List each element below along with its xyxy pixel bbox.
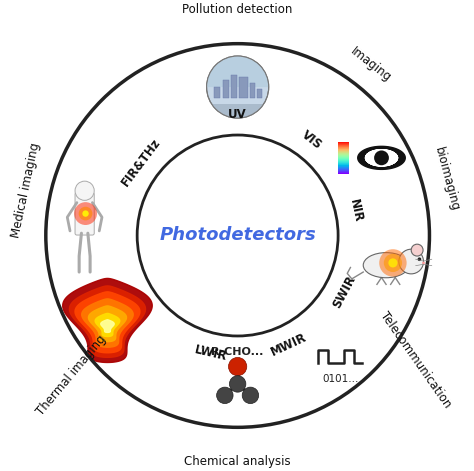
Text: bioimaging: bioimaging [432,146,462,213]
Ellipse shape [363,252,409,278]
Circle shape [399,249,424,274]
Circle shape [388,258,398,268]
Text: Medical imaging: Medical imaging [9,142,42,239]
Text: LWIR: LWIR [193,343,228,364]
Text: NIR: NIR [347,197,365,223]
Ellipse shape [364,148,399,168]
FancyBboxPatch shape [75,193,94,235]
Text: UV: UV [228,108,247,121]
Circle shape [79,207,92,220]
Text: R-CHO...: R-CHO... [211,347,264,357]
Text: MWIR: MWIR [269,331,309,359]
Polygon shape [82,299,133,347]
Polygon shape [95,313,120,336]
Text: 0101...: 0101... [322,374,359,384]
Circle shape [384,254,402,272]
Circle shape [379,249,407,276]
Bar [249,83,255,98]
Bar [207,104,269,118]
Bar [223,80,229,98]
Circle shape [418,258,421,261]
Text: Telecommunication: Telecommunication [377,309,454,411]
Text: VIS: VIS [300,128,325,152]
Wedge shape [207,56,269,87]
Polygon shape [75,292,140,353]
Text: SWIR: SWIR [330,274,358,311]
Polygon shape [69,286,146,357]
Text: Chemical analysis: Chemical analysis [184,455,291,468]
Circle shape [82,211,89,217]
Circle shape [411,244,423,256]
Circle shape [422,261,425,264]
Polygon shape [89,306,127,341]
Circle shape [217,387,233,404]
Circle shape [137,135,338,336]
Text: Imaging: Imaging [348,45,394,84]
Circle shape [75,181,94,200]
Text: Thermal imaging: Thermal imaging [34,332,109,418]
Polygon shape [101,320,114,333]
Circle shape [374,150,389,165]
Circle shape [74,202,97,225]
Bar [231,75,237,98]
Circle shape [46,44,429,427]
Circle shape [228,357,247,376]
Text: Pollution detection: Pollution detection [182,3,293,16]
Polygon shape [63,278,152,363]
Polygon shape [358,146,405,170]
Circle shape [242,387,259,404]
Bar [239,77,248,98]
Circle shape [207,56,269,118]
Text: Photodetectors: Photodetectors [159,227,316,244]
Bar [257,89,262,98]
Circle shape [229,376,246,392]
Bar [214,87,220,98]
Text: FIR&THz: FIR&THz [119,136,163,189]
